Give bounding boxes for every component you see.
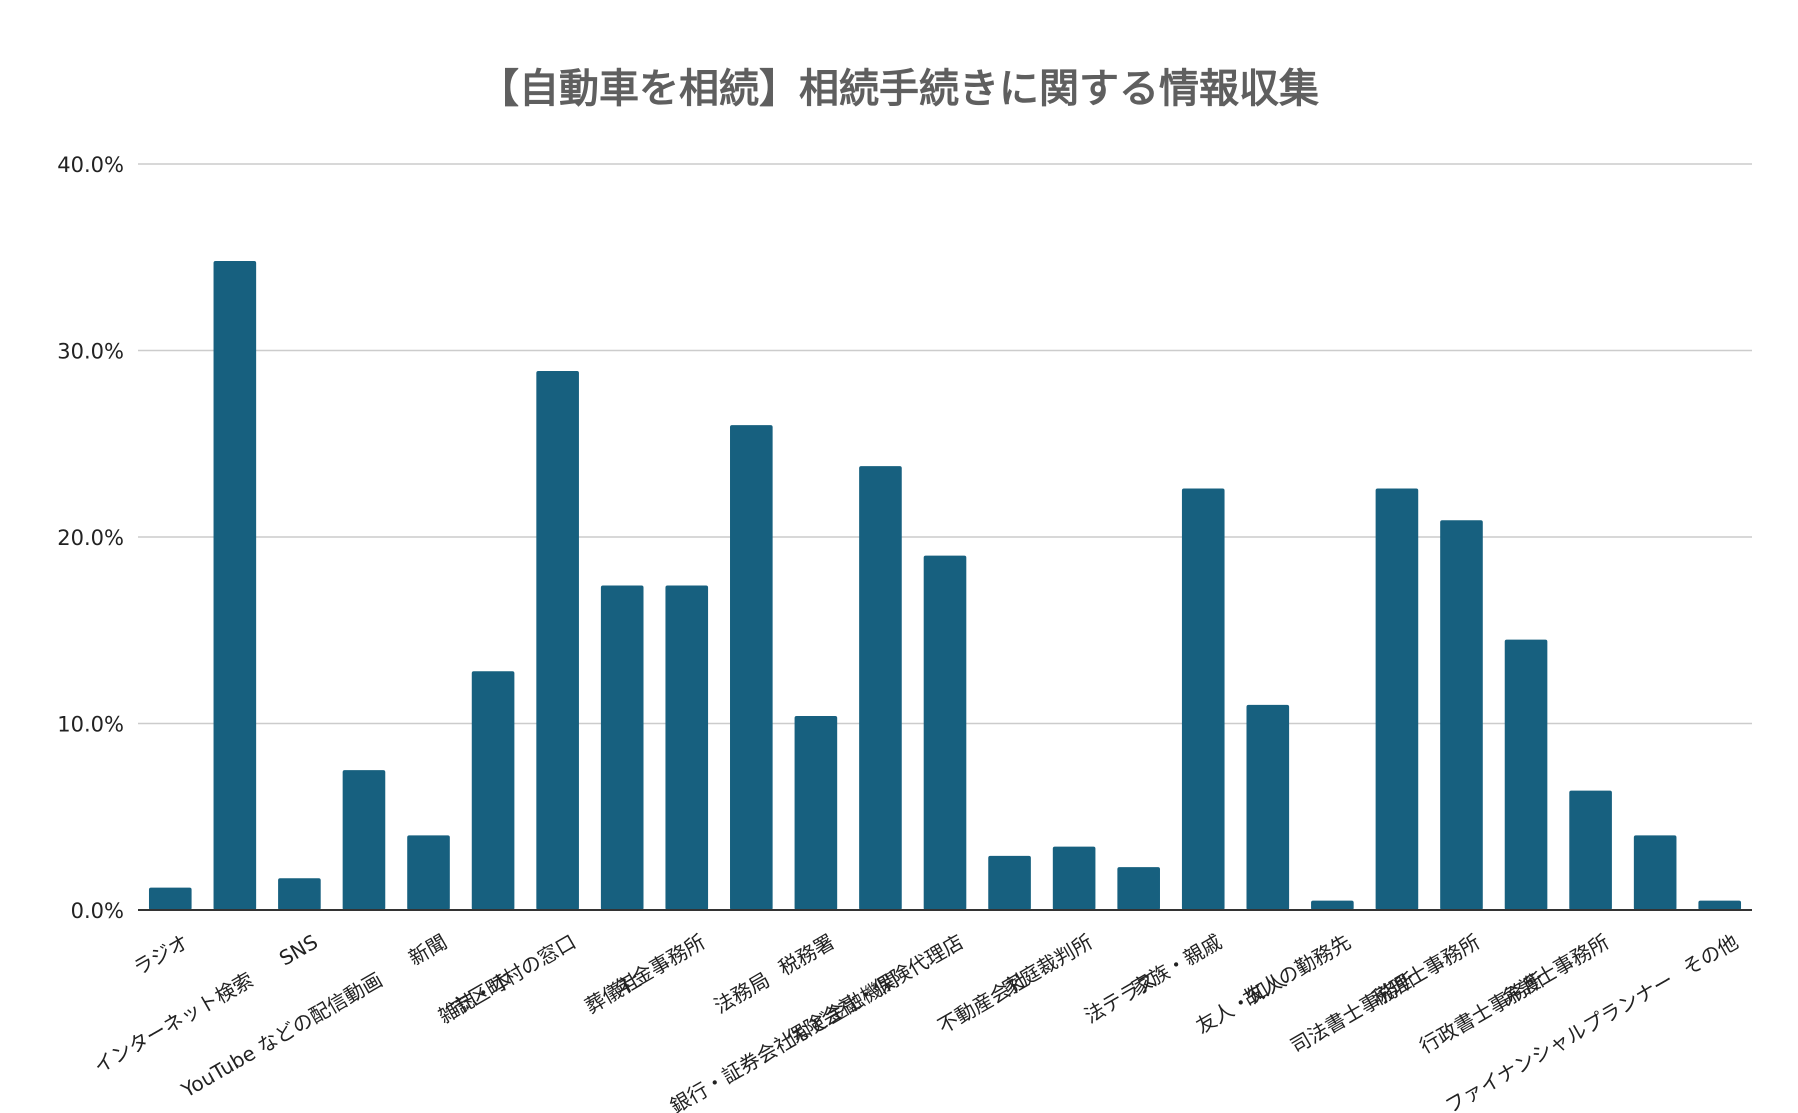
x-tick-label: 法務局: [710, 968, 774, 1019]
x-tick-label: ラジオ: [129, 930, 193, 981]
x-tick-label: 家族・親戚: [1127, 930, 1226, 1001]
x-tick-label: 市区町村の窓口: [447, 930, 580, 1021]
y-tick-label: 20.0%: [57, 526, 124, 550]
bar: [730, 425, 773, 910]
bar: [148, 887, 192, 910]
bar: [1246, 704, 1290, 910]
bar: [665, 585, 709, 910]
y-tick-label: 30.0%: [57, 340, 124, 364]
x-tick-label: 家庭裁判所: [998, 930, 1097, 1001]
bar: [213, 260, 257, 911]
bar: [1052, 846, 1096, 910]
gridlines: [138, 163, 1752, 725]
y-tick-label: 10.0%: [57, 713, 124, 737]
bar: [794, 716, 838, 910]
bars: [148, 260, 1742, 911]
chart-title: 【自動車を相続】相続手続きに関する情報収集: [479, 66, 1319, 112]
x-tick-label: 弁護士事務所: [1497, 930, 1613, 1011]
bar: [1117, 867, 1160, 910]
x-tick-label: SNS: [275, 930, 322, 971]
bar: [471, 671, 515, 910]
bar: [1440, 520, 1483, 910]
x-tick-label: YouTube などの配信動画: [176, 968, 386, 1103]
bar: [988, 855, 1031, 910]
bar: [1504, 639, 1548, 910]
x-tick-label: 税理士事務所: [1368, 930, 1484, 1011]
bar: [859, 466, 902, 910]
y-tick-label: 40.0%: [57, 153, 124, 177]
bar: [407, 835, 450, 910]
bar: [600, 585, 644, 910]
bar: [342, 770, 386, 910]
x-tick-label: 年金事務所: [611, 930, 710, 1001]
x-tick-label: 新聞: [404, 930, 451, 971]
bar: [1311, 900, 1354, 910]
y-axis-tick-labels: 0.0% 10.0% 20.0% 30.0% 40.0%: [57, 153, 124, 923]
bar: [1181, 488, 1225, 910]
bar: [1375, 488, 1419, 910]
x-tick-label: ファイナンシャルプランナー: [1441, 968, 1678, 1113]
bar: [1569, 790, 1612, 910]
bar: [1633, 835, 1677, 910]
bar: [923, 555, 967, 910]
y-tick-label: 0.0%: [71, 899, 124, 923]
x-tick-label: その他: [1678, 930, 1742, 981]
x-tick-label: 故人の勤務先: [1239, 930, 1355, 1011]
bar: [278, 878, 321, 910]
bar: [1698, 900, 1742, 910]
bar: [536, 371, 579, 910]
x-tick-label: 税務署: [774, 930, 838, 981]
